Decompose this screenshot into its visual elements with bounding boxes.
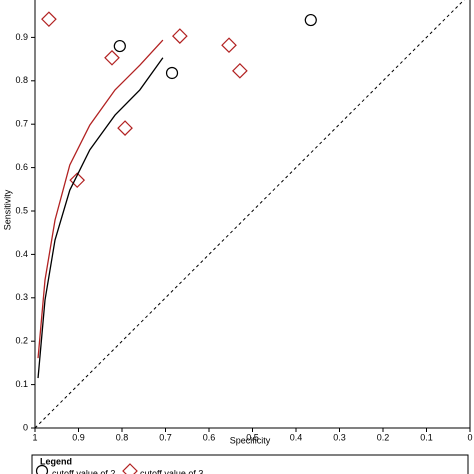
legend-box [31, 454, 469, 474]
y-axis-label: Sensitivity [2, 189, 12, 230]
point [232, 62, 248, 79]
y-tick-label: 0.2 [15, 336, 28, 346]
legend-title: Legend [40, 456, 72, 466]
x-tick-label: 0.3 [333, 432, 346, 442]
point [165, 66, 179, 80]
x-tick-label: 0.9 [72, 432, 85, 442]
y-tick-label: 0.5 [15, 205, 28, 215]
legend-marker [35, 464, 49, 474]
sroc-curve [37, 39, 164, 359]
y-tick-label: 0 [23, 422, 28, 432]
x-tick-label: 0.4 [290, 432, 303, 442]
x-tick-label: 0.8 [116, 432, 129, 442]
x-tick-label: 0.6 [203, 432, 216, 442]
legend-marker [122, 463, 138, 474]
plot-frame [34, 0, 471, 429]
x-axis-label: Specificity [230, 435, 271, 445]
point [113, 39, 126, 53]
legend-label: cutoff value of 3 [140, 468, 203, 474]
point [69, 172, 86, 189]
x-tick-label: 0.5 [246, 432, 259, 442]
reference-line [34, 0, 465, 429]
point [172, 28, 188, 44]
point [117, 120, 133, 136]
point [221, 37, 237, 54]
point [41, 11, 57, 28]
y-tick-label: 0.7 [15, 119, 28, 129]
x-tick-label: 0.1 [420, 432, 433, 442]
x-tick-label: 0.2 [377, 432, 390, 442]
x-tick-label: 1 [32, 432, 37, 442]
sroc-curve [37, 57, 164, 379]
x-tick-label: 0 [467, 432, 472, 442]
y-tick-label: 0.6 [15, 162, 28, 172]
x-tick-label: 0.7 [159, 432, 172, 442]
point [304, 13, 317, 27]
point [104, 49, 120, 66]
y-tick-label: 0.4 [15, 249, 28, 259]
y-tick-label: 0.3 [15, 292, 28, 302]
y-tick-label: 0.9 [15, 32, 28, 42]
y-tick-label: 0.8 [15, 75, 28, 85]
y-tick-label: 0.1 [15, 379, 28, 389]
legend-label: cutoff value of 2 [52, 468, 115, 474]
